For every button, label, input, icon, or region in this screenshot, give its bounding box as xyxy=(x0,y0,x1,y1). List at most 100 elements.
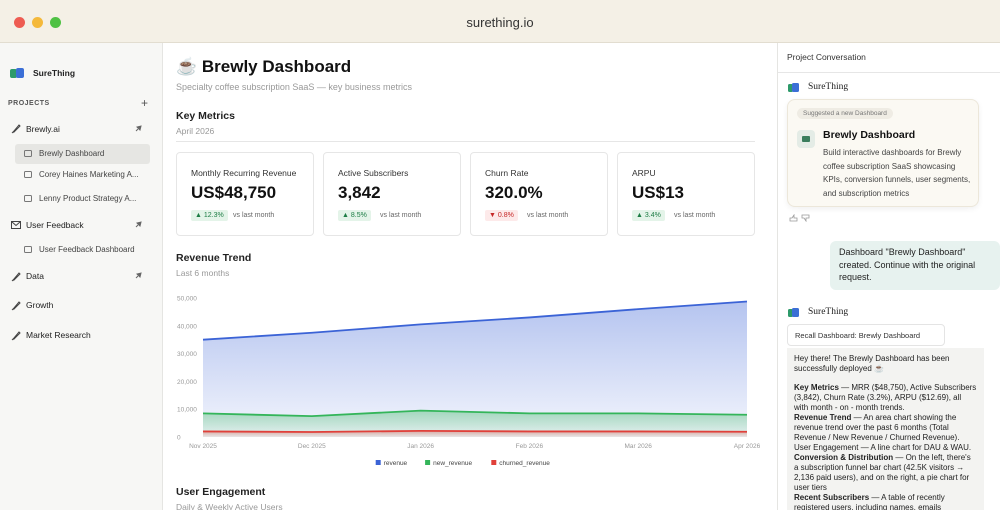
dashboard-item[interactable]: User Feedback Dashboard xyxy=(15,240,150,260)
metric-card: Monthly Recurring Revenue US$48,750 ▲ 12.3… xyxy=(176,152,314,236)
item-text: — MRR ($48,750), Active Subscribers (3,8… xyxy=(794,383,977,412)
metric-label: ARPU xyxy=(632,168,656,178)
brand-logo xyxy=(788,83,799,92)
close-button[interactable] xyxy=(14,17,25,28)
rocket-icon xyxy=(11,301,21,311)
feedback-buttons[interactable] xyxy=(789,214,811,222)
pin-icon[interactable] xyxy=(135,125,142,132)
metric-compare: vs last month xyxy=(233,212,275,219)
message-item: Recent Subscribers — A table of recently… xyxy=(794,493,977,510)
area-fill xyxy=(203,410,747,437)
series-line xyxy=(202,429,748,433)
brand-logo xyxy=(788,308,799,317)
section-period: April 2026 xyxy=(176,126,215,136)
message-intro: Hey there! The Brewly Dashboard has been… xyxy=(794,354,950,373)
message-item: Revenue Trend — An area chart showing th… xyxy=(794,413,977,453)
pin-icon[interactable] xyxy=(135,221,142,228)
page-subtitle: Specialty coffee subscription SaaS — key… xyxy=(176,82,412,92)
metric-label: Monthly Recurring Revenue xyxy=(191,168,297,178)
x-tick-label: Nov 2025 xyxy=(189,443,217,450)
y-tick-label: 30,000 xyxy=(177,351,197,358)
divider xyxy=(778,72,1000,73)
rocket-icon xyxy=(11,272,21,282)
metric-change: ▲ 8.5% xyxy=(338,210,371,221)
y-tick-label: 10,000 xyxy=(177,407,197,414)
project-item[interactable]: Data xyxy=(26,271,44,281)
dashboard-card[interactable]: Suggested a new Dashboard Brewly Dashboa… xyxy=(787,99,979,207)
dashboard-item[interactable]: Brewly Dashboard xyxy=(15,144,150,164)
add-project-button[interactable]: + xyxy=(141,96,149,110)
metric-label: Active Subscribers xyxy=(338,168,409,178)
card-tag: Suggested a new Dashboard xyxy=(797,108,893,119)
card-icon xyxy=(797,130,815,148)
message-body: Hey there! The Brewly Dashboard has been… xyxy=(787,348,984,510)
y-tick-label: 50,000 xyxy=(177,296,197,303)
projects-label: PROJECTS xyxy=(8,100,50,107)
item-head: Key Metrics xyxy=(794,383,839,392)
section-title: User Engagement xyxy=(176,486,266,498)
metric-card: Active Subscribers 3,842 ▲ 8.5% vs last mon… xyxy=(323,152,461,236)
section-subtitle: Daily & Weekly Active Users xyxy=(176,502,283,510)
item-text: — A table of recently registered users, … xyxy=(794,493,945,510)
main-content: ☕ Brewly Dashboard Specialty coffee subs… xyxy=(163,43,776,510)
project-item[interactable]: User Feedback xyxy=(26,220,84,230)
dashboard-label: Brewly Dashboard xyxy=(39,149,105,158)
metric-label: Churn Rate xyxy=(485,168,529,178)
metric-compare: vs last month xyxy=(674,212,716,219)
item-head: Conversion & Distribution xyxy=(794,453,894,462)
card-text: Build interactive dashboards for Brewly … xyxy=(823,148,971,198)
legend-label: new_revenue xyxy=(433,460,472,467)
chart-title: Revenue Trend xyxy=(176,252,252,264)
rocket-icon xyxy=(11,331,21,341)
user-message: Dashboard "Brewly Dashboard" created. Co… xyxy=(830,241,1000,290)
dashboard-label: User Feedback Dashboard xyxy=(39,245,135,254)
x-tick-label: Dec 2025 xyxy=(298,443,326,450)
maximize-button[interactable] xyxy=(50,17,61,28)
recall-chip[interactable]: Recall Dashboard: Brewly Dashboard xyxy=(787,324,945,346)
project-item[interactable]: Brewly.ai xyxy=(26,124,60,134)
minimize-button[interactable] xyxy=(32,17,43,28)
dashboard-item[interactable]: Lenny Product Strategy A... xyxy=(15,189,150,209)
x-tick-label: Feb 2026 xyxy=(516,443,544,450)
pin-icon[interactable] xyxy=(135,272,142,279)
sender-name: SureThing xyxy=(808,82,849,92)
message-item: Conversion & Distribution — On the left,… xyxy=(794,453,977,493)
metric-change: ▲ 12.3% xyxy=(191,210,228,221)
x-tick-label: Apr 2026 xyxy=(734,443,760,450)
item-text: — On the left, there's a subscription fu… xyxy=(794,453,971,492)
series-line xyxy=(202,300,748,341)
metric-value: US$13 xyxy=(632,183,684,202)
mail-icon xyxy=(11,221,21,229)
conversation-panel: Project Conversation SureThing Suggested… xyxy=(777,43,1000,510)
project-item[interactable]: Market Research xyxy=(26,330,91,340)
item-text: — An area chart showing the revenue tren… xyxy=(794,413,972,452)
metric-card: Churn Rate 320.0% ▼ 0.8% vs last month xyxy=(470,152,608,236)
brand-name: SureThing xyxy=(33,68,76,78)
sender-name: SureThing xyxy=(808,307,849,317)
metric-value: 3,842 xyxy=(338,183,381,202)
metric-compare: vs last month xyxy=(380,212,422,219)
y-tick-label: 20,000 xyxy=(177,379,197,386)
y-tick-label: 40,000 xyxy=(177,323,197,330)
item-head: Recent Subscribers xyxy=(794,493,870,502)
metric-change: ▲ 3.4% xyxy=(632,210,665,221)
brand-logo xyxy=(10,68,24,78)
legend-label: churned_revenue xyxy=(499,460,550,467)
dashboard-label: Corey Haines Marketing A... xyxy=(39,170,139,179)
chart-subtitle: Last 6 months xyxy=(176,268,230,278)
section-title: Key Metrics xyxy=(176,110,235,122)
legend-swatch xyxy=(375,460,381,465)
dashboard-item[interactable]: Corey Haines Marketing A... xyxy=(15,165,150,185)
sidebar: SureThing PROJECTS + Brewly.ai Brewly Da… xyxy=(0,43,163,510)
message-item: Key Metrics — MRR ($48,750), Active Subs… xyxy=(794,383,977,413)
area-fill xyxy=(203,301,747,437)
legend-label: revenue xyxy=(384,460,408,467)
metric-value: 320.0% xyxy=(485,183,543,202)
legend-swatch xyxy=(491,460,497,465)
project-item[interactable]: Growth xyxy=(26,300,54,310)
metric-change: ▼ 0.8% xyxy=(485,210,518,221)
metric-value: US$48,750 xyxy=(191,183,277,202)
dashboard-label: Lenny Product Strategy A... xyxy=(39,194,137,203)
title-bar: surething.io xyxy=(0,0,1000,43)
